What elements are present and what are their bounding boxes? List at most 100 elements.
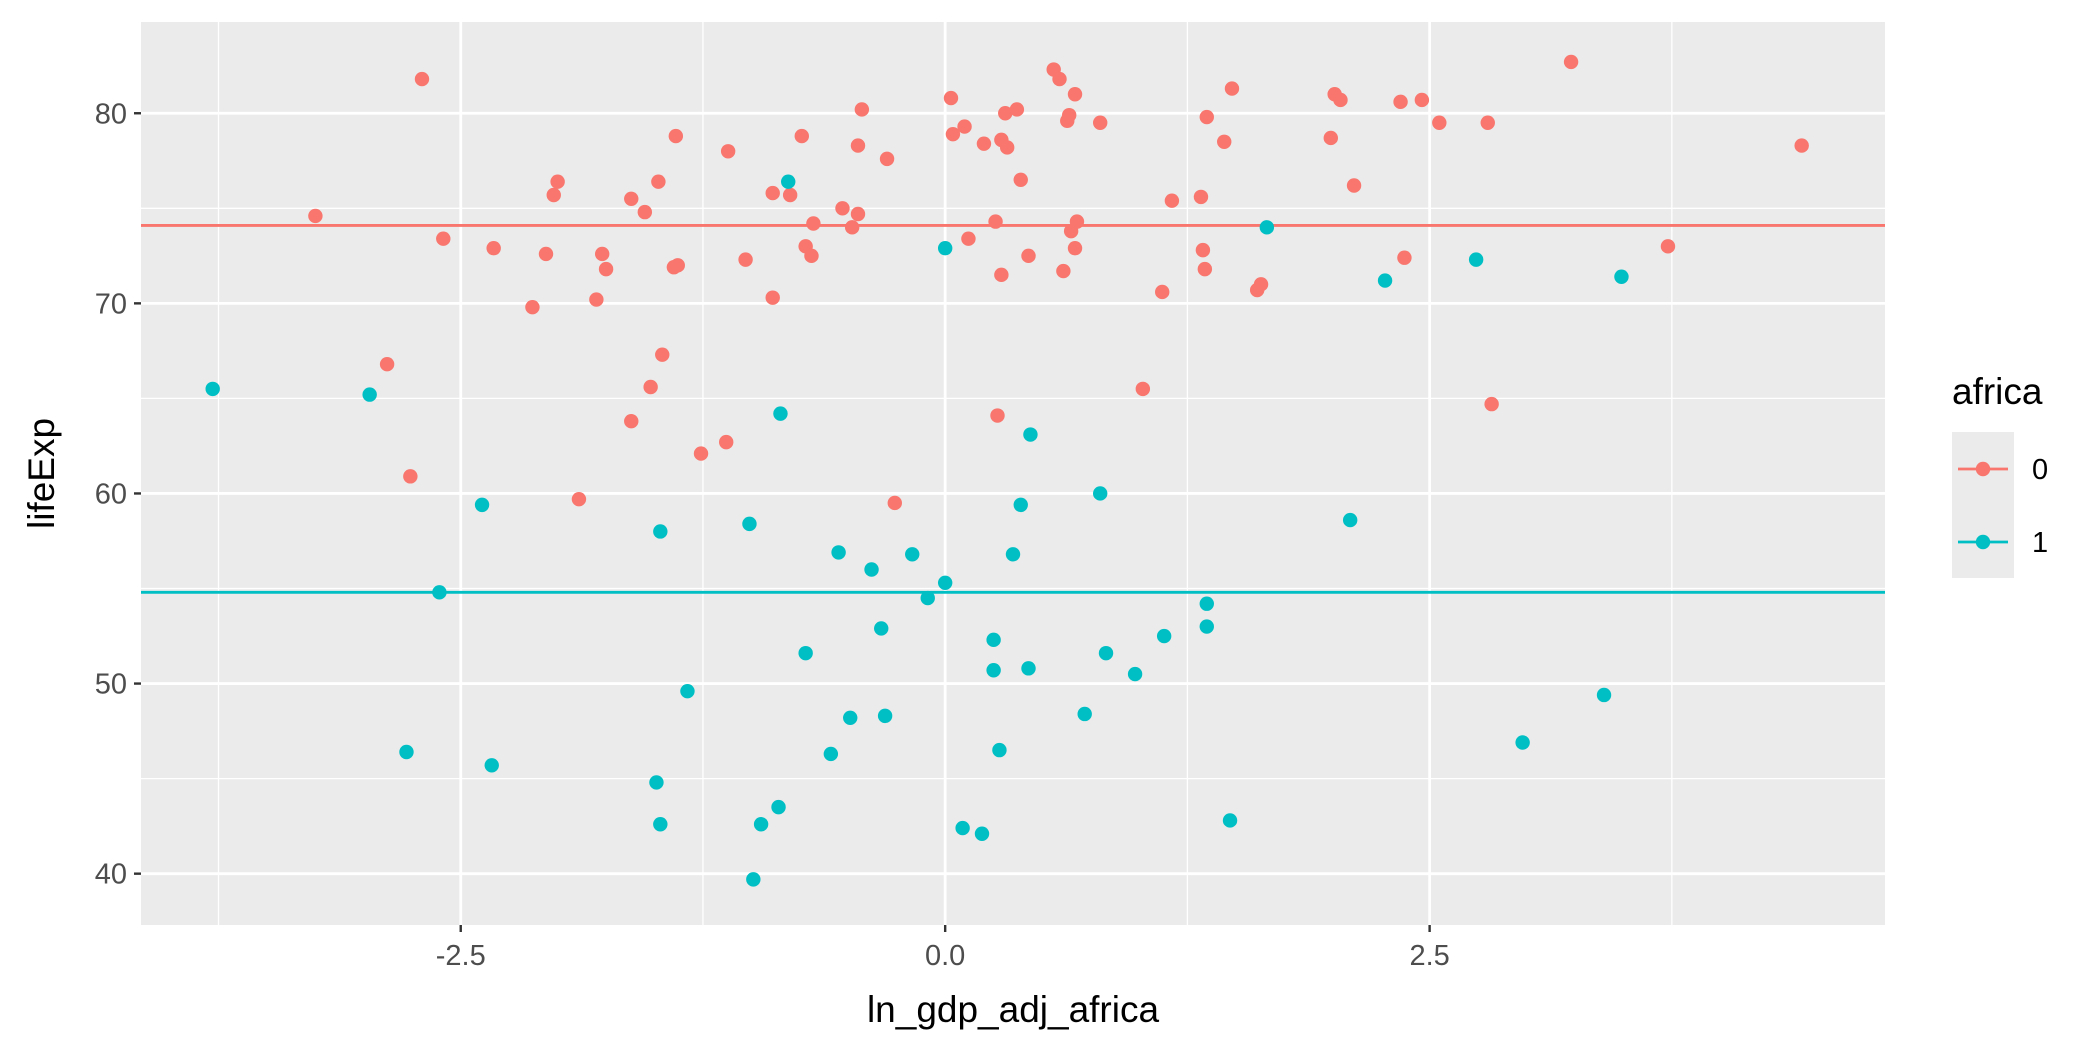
legend-key-background [1952, 432, 2014, 578]
data-point-group-1 [864, 562, 879, 577]
data-point-group-1 [1021, 661, 1036, 676]
axes: -2.5 0.0 2.5 40 50 60 70 80 [95, 98, 1450, 972]
y-tick-label: 60 [95, 478, 127, 510]
data-point-group-1 [1259, 220, 1275, 235]
data-point-group-0 [1067, 241, 1083, 256]
x-axis-title: ln_gdp_adj_africa [867, 989, 1160, 1030]
data-point-group-0 [1197, 261, 1213, 277]
data-point-group-1 [399, 744, 414, 760]
data-point-group-1 [1222, 813, 1238, 828]
data-point-group-0 [988, 214, 1003, 229]
y-tick-label: 40 [95, 859, 127, 891]
data-point-group-0 [1333, 92, 1348, 108]
data-point-group-0 [794, 128, 809, 144]
data-point-group-1 [432, 585, 447, 600]
data-point-group-1 [1614, 269, 1629, 284]
data-point-group-0 [804, 248, 819, 264]
data-points [205, 54, 1809, 887]
data-point-group-0 [1199, 109, 1214, 125]
reference-lines [141, 224, 1885, 594]
y-tick-label: 70 [95, 288, 127, 320]
data-point-group-0 [538, 246, 554, 262]
data-point-group-0 [1056, 263, 1071, 279]
data-point-group-0 [414, 71, 430, 87]
data-point-group-0 [655, 347, 670, 362]
data-point-group-0 [1323, 130, 1338, 146]
data-point-group-0 [943, 90, 959, 106]
data-point-group-0 [637, 204, 653, 220]
y-tick-label: 80 [95, 98, 127, 130]
x-tick-label: -2.5 [436, 940, 486, 972]
data-point-group-0 [961, 231, 976, 246]
data-point-group-1 [986, 632, 1001, 648]
data-point-group-0 [1195, 242, 1211, 258]
data-point-group-0 [1135, 381, 1151, 397]
data-point-group-0 [546, 187, 561, 203]
data-point-group-0 [379, 356, 395, 372]
data-point-group-1 [1077, 706, 1092, 722]
data-point-group-0 [998, 106, 1013, 121]
data-point-group-0 [525, 299, 540, 315]
data-point-group-0 [994, 267, 1009, 283]
data-point-group-1 [474, 497, 490, 513]
data-point-group-1 [205, 381, 220, 397]
data-point-group-1 [746, 872, 761, 887]
data-point-group-1 [986, 663, 1001, 678]
data-point-group-0 [1397, 250, 1412, 265]
data-point-group-0 [1224, 81, 1240, 96]
legend-items: 01 [1958, 454, 2048, 559]
data-point-group-0 [945, 126, 961, 142]
y-axis-title: lifeExp [21, 418, 62, 529]
plot-panel [141, 22, 1885, 925]
data-point-group-1 [877, 708, 893, 724]
data-point-group-1 [843, 710, 858, 725]
data-point-group-1 [680, 683, 695, 699]
data-point-group-0 [765, 185, 780, 201]
data-point-group-1 [1005, 547, 1021, 562]
data-point-group-0 [1393, 94, 1408, 110]
data-point-group-0 [806, 216, 821, 231]
data-point-group-1 [1199, 619, 1214, 634]
data-point-group-0 [854, 102, 870, 117]
data-point-group-1 [362, 387, 377, 402]
data-point-group-0 [594, 246, 610, 262]
data-point-group-0 [1061, 107, 1077, 123]
legend-title: africa [1952, 371, 2043, 412]
data-point-group-0 [1067, 87, 1083, 102]
data-point-group-0 [308, 208, 323, 224]
data-point-group-1 [905, 547, 920, 562]
data-point-group-0 [782, 187, 798, 203]
data-point-group-0 [571, 491, 587, 507]
data-point-group-0 [999, 140, 1015, 155]
data-point-group-0 [1093, 115, 1108, 130]
data-point-group-0 [1164, 193, 1180, 208]
legend-key-point-1 [1975, 534, 1991, 550]
data-point-group-1 [753, 817, 769, 832]
y-tick-label: 50 [95, 669, 127, 701]
x-tick-label: 2.5 [1409, 940, 1449, 972]
data-point-group-1 [1127, 666, 1143, 682]
data-point-group-1 [823, 746, 839, 762]
data-point-group-0 [1021, 248, 1036, 264]
data-point-group-0 [598, 261, 614, 277]
data-point-group-0 [850, 206, 866, 222]
data-point-group-0 [1794, 138, 1809, 153]
data-point-group-1 [649, 775, 664, 790]
data-point-group-0 [624, 414, 639, 429]
data-point-group-1 [992, 742, 1007, 758]
data-point-group-0 [436, 231, 451, 246]
legend-key-point-0 [1975, 461, 1991, 477]
data-point-group-0 [976, 136, 992, 151]
data-point-group-0 [1155, 284, 1170, 300]
data-point-group-0 [403, 469, 418, 484]
data-point-group-1 [831, 545, 846, 560]
data-point-group-1 [653, 817, 668, 832]
data-point-group-1 [1199, 596, 1214, 611]
data-point-group-0 [1052, 71, 1067, 87]
data-point-group-1 [937, 241, 953, 256]
data-point-group-1 [798, 645, 813, 661]
data-point-group-0 [1346, 178, 1362, 193]
data-point-group-0 [990, 408, 1005, 423]
x-tick-label: 0.0 [925, 940, 965, 972]
